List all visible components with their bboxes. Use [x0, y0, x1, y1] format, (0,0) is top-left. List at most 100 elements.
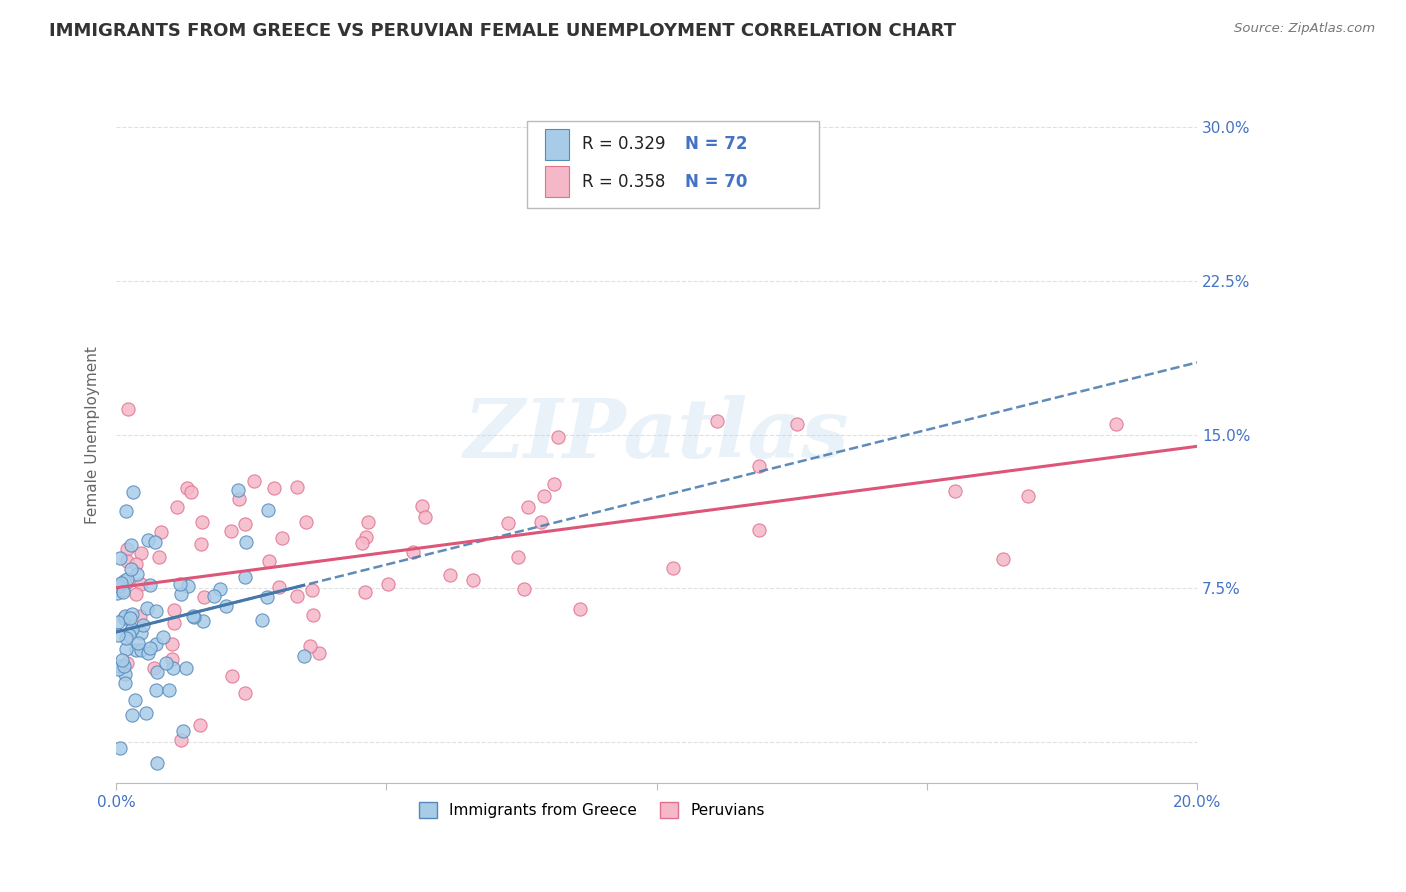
Point	[228, 492, 250, 507]
Point	[176, 481, 198, 495]
Point	[115, 503, 138, 517]
Point	[530, 516, 553, 530]
Point	[256, 591, 278, 605]
Point	[138, 533, 160, 548]
Point	[706, 414, 728, 428]
Point	[160, 636, 183, 650]
Point	[146, 756, 169, 770]
Point	[115, 656, 138, 670]
Point	[118, 610, 141, 624]
Point	[181, 608, 204, 623]
Point	[112, 574, 135, 588]
Point	[166, 500, 188, 515]
Point	[543, 477, 565, 491]
Point	[748, 523, 770, 537]
Text: R = 0.358: R = 0.358	[582, 173, 665, 191]
Point	[111, 585, 134, 599]
Point	[110, 741, 132, 756]
Text: ZIPatlas: ZIPatlas	[464, 394, 849, 475]
Point	[513, 582, 536, 597]
Point	[139, 640, 162, 655]
Point	[662, 561, 685, 575]
Point	[114, 675, 136, 690]
Point	[111, 583, 134, 598]
Point	[129, 609, 152, 624]
Point	[547, 430, 569, 444]
Point	[188, 718, 211, 732]
Point	[107, 628, 129, 642]
Text: IMMIGRANTS FROM GREECE VS PERUVIAN FEMALE UNEMPLOYMENT CORRELATION CHART: IMMIGRANTS FROM GREECE VS PERUVIAN FEMAL…	[49, 22, 956, 40]
Point	[243, 474, 266, 488]
Point	[125, 566, 148, 581]
Point	[136, 646, 159, 660]
Point	[108, 659, 131, 673]
Point	[155, 656, 177, 670]
Point	[271, 531, 294, 545]
Point	[943, 483, 966, 498]
Point	[176, 661, 198, 675]
Point	[131, 643, 153, 657]
FancyBboxPatch shape	[527, 121, 818, 208]
Point	[786, 417, 808, 431]
Point	[183, 610, 205, 624]
Point	[163, 616, 186, 631]
Point	[121, 622, 143, 636]
Point	[193, 614, 215, 628]
Point	[221, 669, 243, 683]
Point	[120, 562, 142, 576]
Point	[413, 510, 436, 524]
Point	[215, 599, 238, 614]
Point	[120, 538, 142, 552]
Point	[498, 516, 520, 530]
Point	[533, 489, 555, 503]
Point	[115, 575, 138, 590]
Point	[112, 611, 135, 625]
Point	[139, 578, 162, 592]
Point	[402, 545, 425, 559]
Point	[193, 590, 215, 604]
Text: N = 70: N = 70	[685, 173, 747, 191]
Point	[180, 485, 202, 500]
Point	[285, 480, 308, 494]
Point	[121, 708, 143, 723]
Text: R = 0.329: R = 0.329	[582, 136, 665, 153]
Point	[112, 658, 135, 673]
Point	[145, 682, 167, 697]
Point	[115, 542, 138, 557]
Point	[145, 665, 167, 680]
Point	[172, 723, 194, 738]
Point	[121, 607, 143, 621]
Point	[145, 604, 167, 618]
Point	[568, 602, 591, 616]
Point	[170, 733, 193, 747]
Point	[129, 546, 152, 560]
Point	[269, 580, 291, 594]
Point	[226, 483, 249, 497]
Point	[148, 550, 170, 565]
Point	[463, 573, 485, 587]
Point	[160, 652, 183, 666]
Point	[748, 458, 770, 473]
Point	[299, 640, 322, 654]
Point	[118, 628, 141, 642]
Point	[162, 661, 184, 675]
Point	[233, 570, 256, 584]
Point	[1017, 489, 1039, 503]
Point	[235, 534, 257, 549]
Point	[354, 530, 377, 544]
Point	[377, 577, 399, 591]
Point	[993, 552, 1015, 566]
Point	[149, 524, 172, 539]
Bar	[546, 167, 569, 197]
Point	[114, 608, 136, 623]
Point	[233, 517, 256, 532]
Point	[263, 481, 285, 495]
Point	[125, 587, 148, 601]
Point	[169, 577, 191, 591]
Point	[108, 579, 131, 593]
Point	[120, 623, 142, 637]
Point	[127, 636, 149, 650]
Point	[257, 554, 280, 568]
Point	[301, 607, 323, 622]
Point	[170, 587, 193, 601]
